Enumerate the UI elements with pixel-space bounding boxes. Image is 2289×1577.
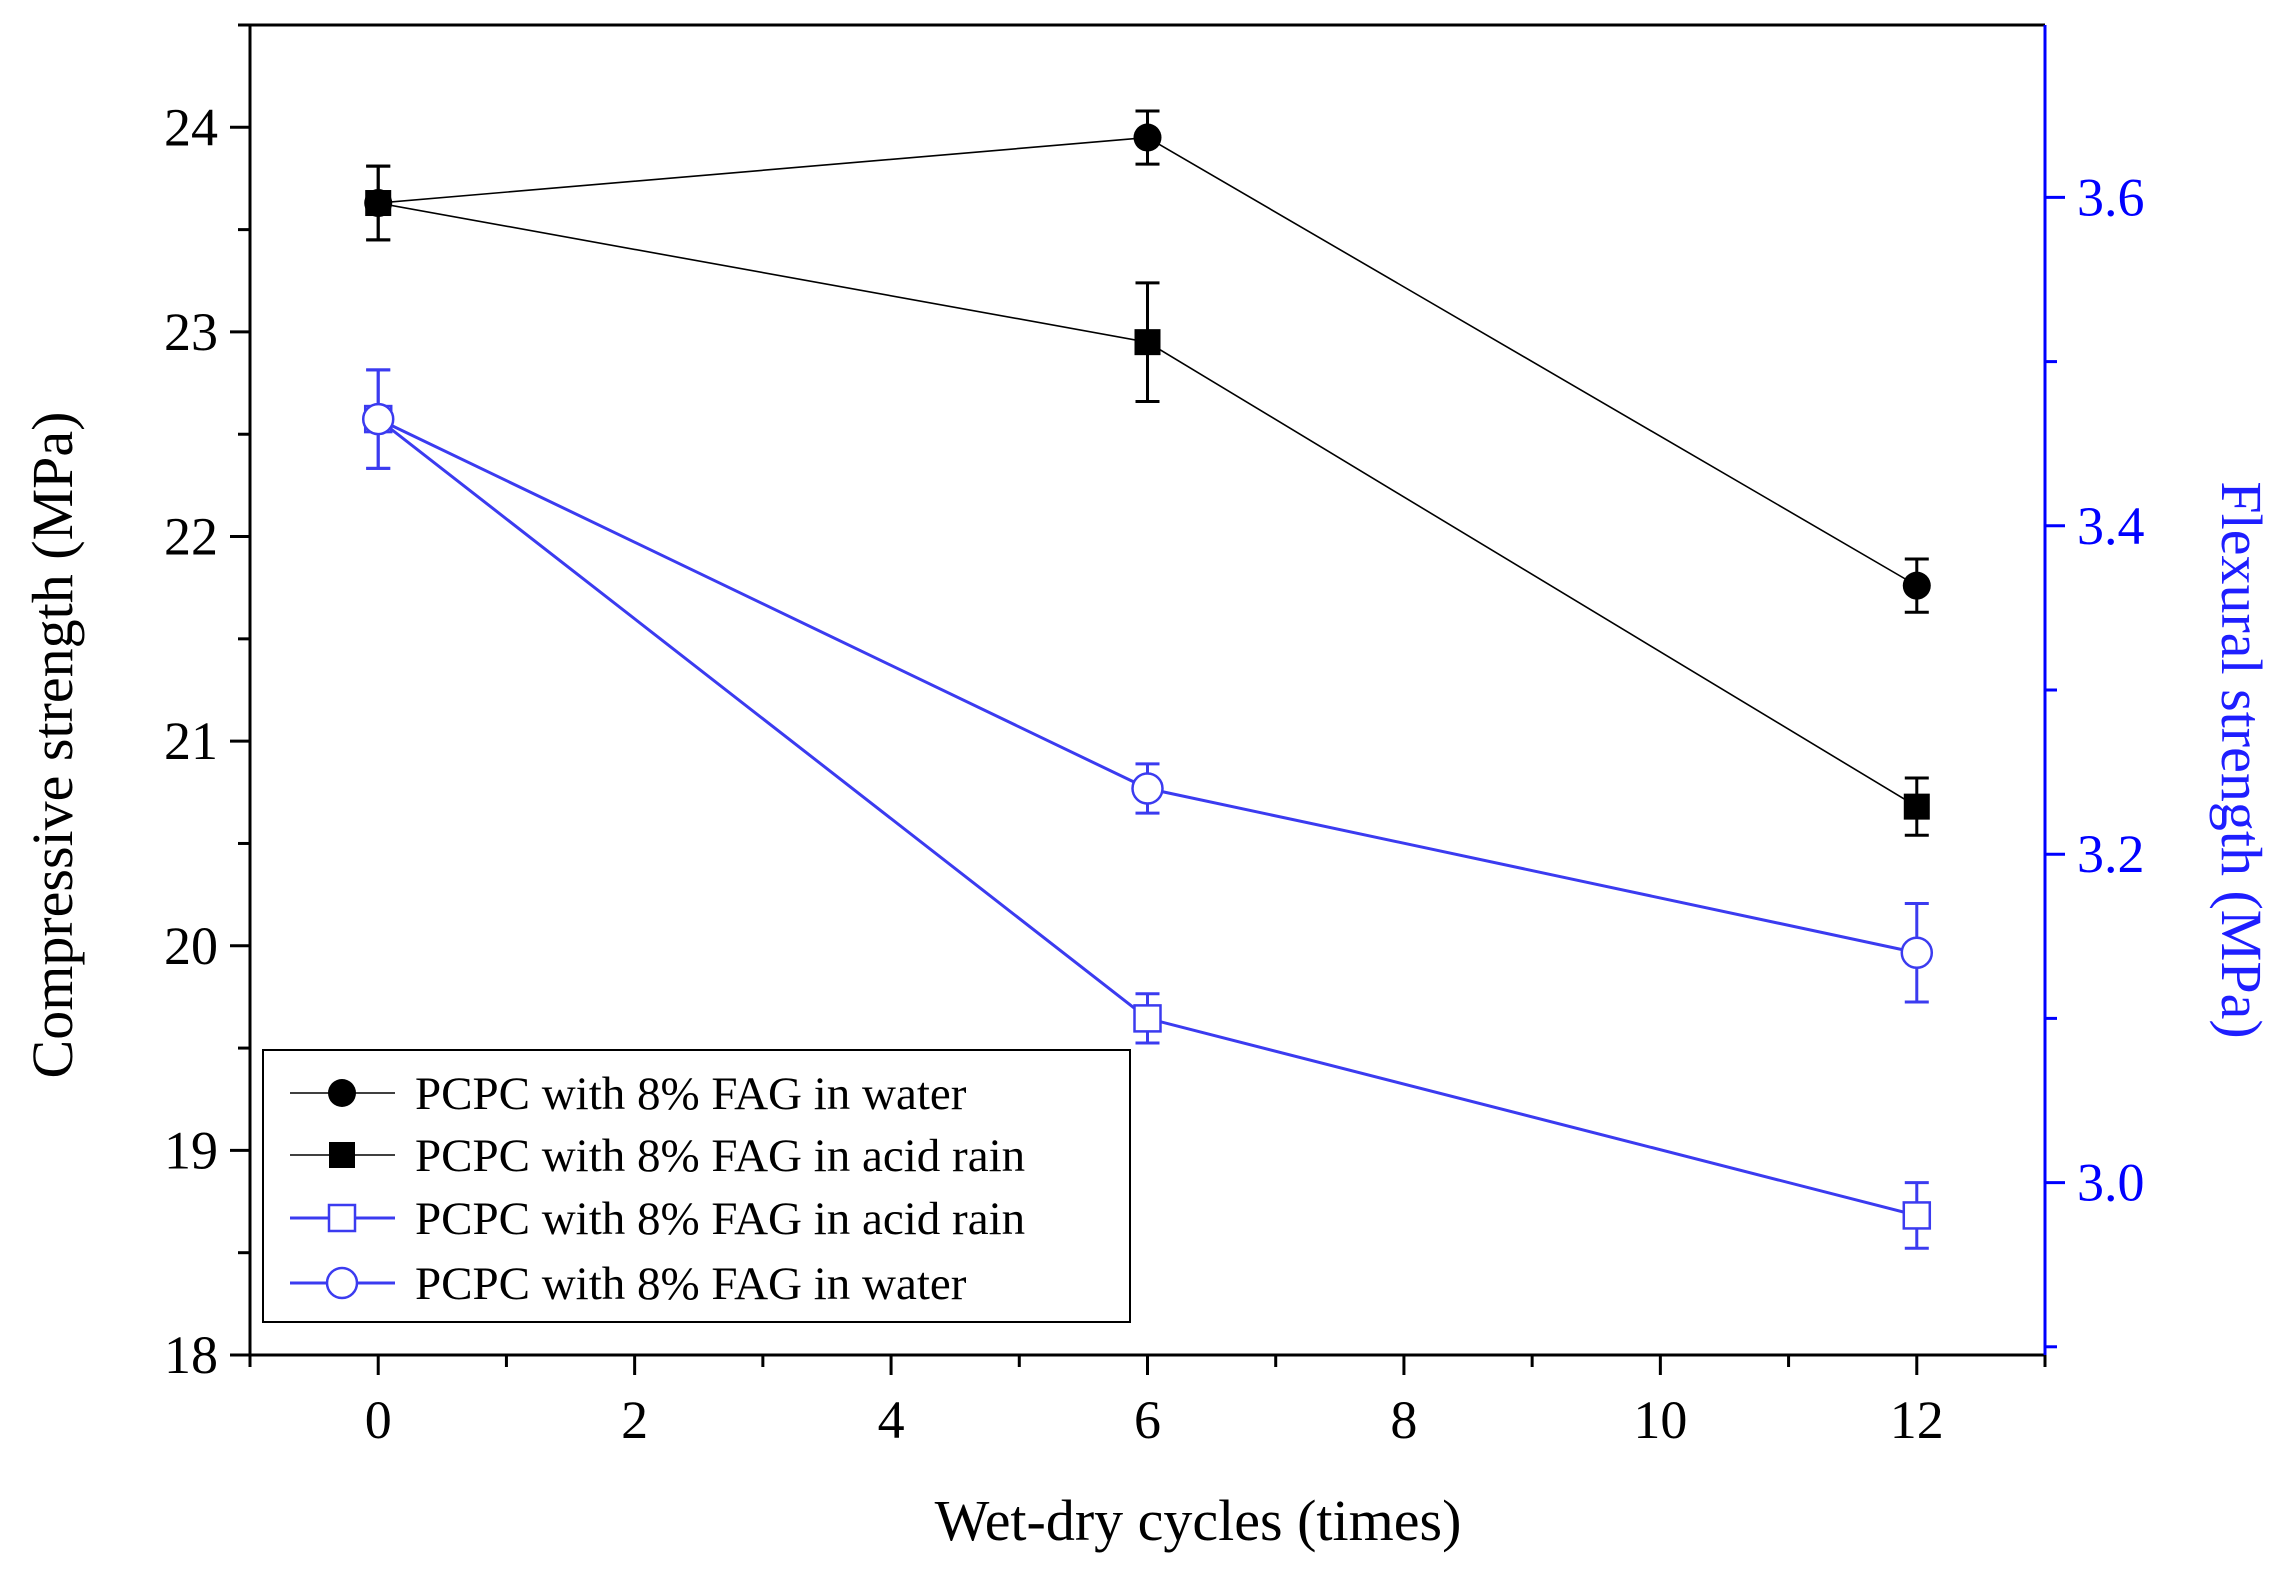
legend-label: PCPC with 8% FAG in water [415,1068,967,1120]
x-tick-label: 0 [365,1390,392,1450]
x-axis-title: Wet-dry cycles (times) [935,1488,1462,1553]
y-right-tick-label: 3.2 [2077,824,2145,884]
plot-frame [248,23,2047,1357]
x-tick-label: 2 [621,1390,648,1450]
y-right-tick-label: 3.6 [2077,167,2145,227]
data-point [364,189,393,218]
tick-marks [230,23,2065,1375]
y-left-tick-label: 19 [164,1120,218,1180]
data-point [361,402,395,436]
x-tick-label: 8 [1390,1390,1417,1450]
data-point [1131,772,1164,805]
legend-marker [328,1079,356,1107]
series-3 [361,368,1934,1004]
series-line [377,417,1918,955]
y-left-tick-label: 21 [164,711,218,771]
y-left-tick-label: 24 [164,97,218,157]
x-tick-label: 4 [878,1390,905,1450]
legend-marker [329,1142,355,1168]
y-axis-right-title: Flexural strength (MPa) [2209,481,2274,1038]
legend: PCPC with 8% FAG in water PCPC with 8% FA… [262,1049,1131,1323]
legend-marker [327,1203,357,1233]
x-tick-label: 12 [1890,1390,1944,1450]
legend-label: PCPC with 8% FAG in water [415,1258,967,1310]
legend-marker [325,1266,359,1300]
series-1 [365,164,1930,837]
x-tick-label: 10 [1633,1390,1687,1450]
data-point [1902,1201,1932,1230]
data-point [1900,936,1934,969]
y-left-tick-label: 22 [164,507,218,567]
legend-box [262,1049,1131,1323]
y-right-tick-label: 3.4 [2077,496,2145,556]
data-point [1133,123,1162,152]
data-point [1133,1004,1162,1033]
data-point [1902,571,1931,600]
y-axis-left-title: Compressive strength (MPa) [20,412,85,1079]
data-point [1903,793,1930,820]
series-0 [364,109,1931,614]
legend-label: PCPC with 8% FAG in acid rain [415,1193,1025,1245]
y-left-tick-label: 20 [164,916,218,976]
series-layer [361,109,1934,1250]
y-left-tick-label: 18 [164,1325,218,1385]
y-right-tick-label: 3.0 [2077,1153,2145,1213]
x-tick-label: 6 [1134,1390,1161,1450]
data-point [1134,329,1161,356]
y-left-tick-label: 23 [164,302,218,362]
legend-label: PCPC with 8% FAG in acid rain [415,1130,1025,1182]
